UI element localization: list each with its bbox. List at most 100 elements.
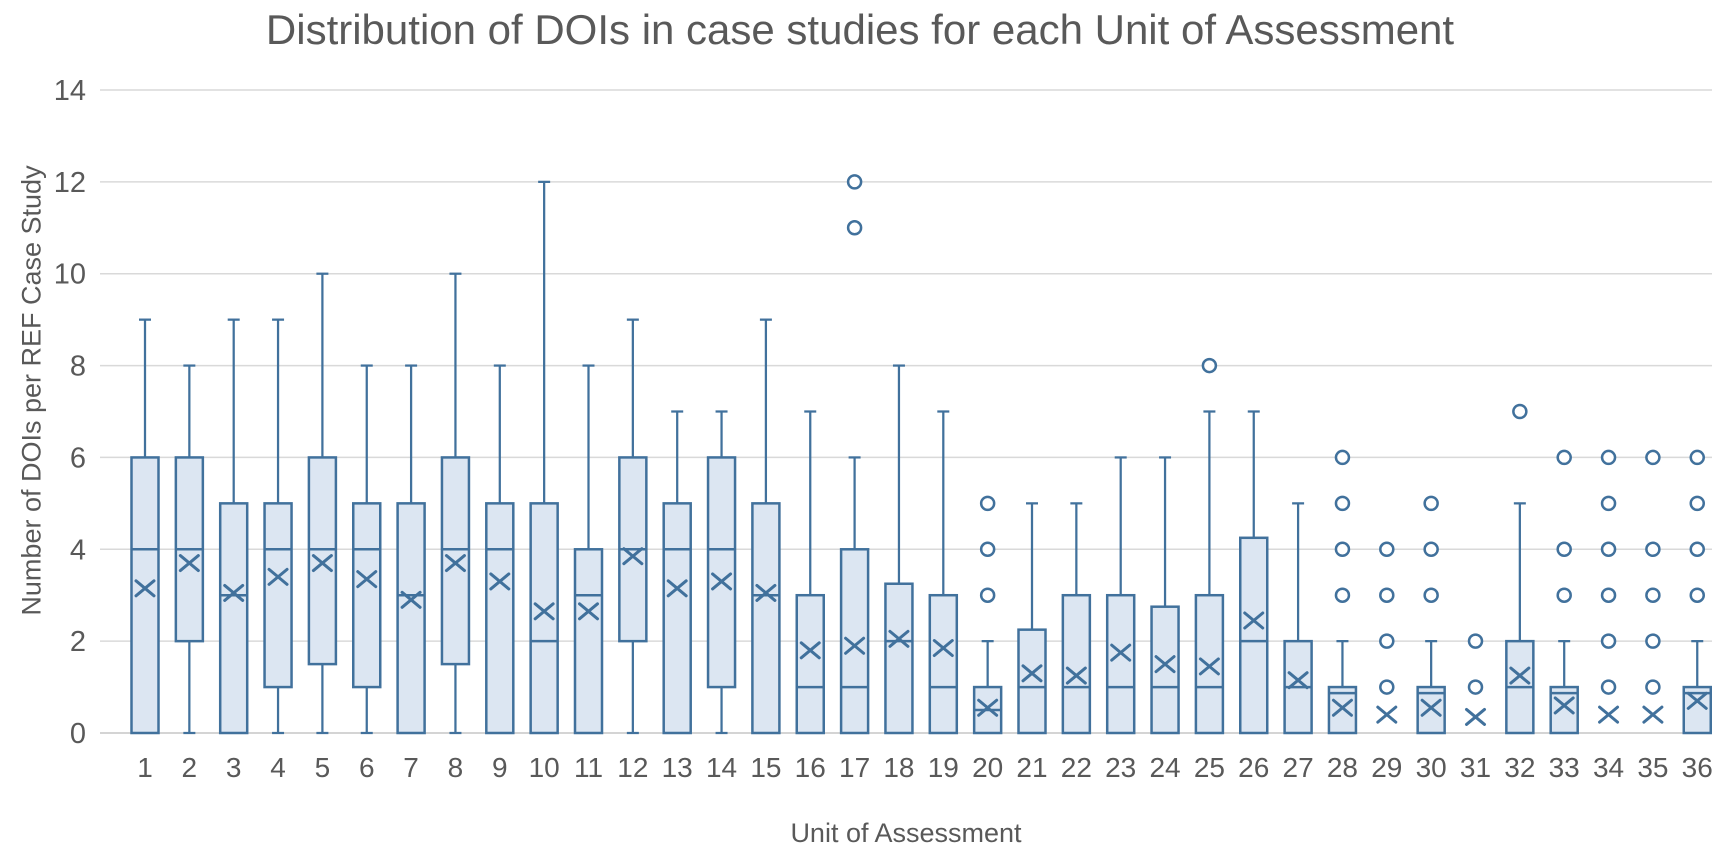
box-unit-5 [307,456,338,666]
box-unit-33 [1549,685,1579,735]
x-tick-label-8: 8 [448,752,464,783]
box-unit-4 [263,502,293,689]
x-tick-label-11: 11 [574,752,603,783]
mean-marker-unit-5 [311,554,333,573]
mean-marker-unit-24 [1154,655,1176,674]
y-axis-title: Number of DOIs per REF Case Study [16,165,47,616]
mean-marker-unit-22 [1065,666,1087,685]
outlier-unit-34-6 [1600,449,1617,466]
outlier-unit-35-6 [1645,449,1661,466]
outlier-unit-34-5 [1600,495,1617,512]
mean-marker-unit-15 [755,583,777,602]
x-tick-label-7: 7 [403,752,419,783]
x-tick-label-1: 1 [137,752,153,783]
outlier-unit-35-3 [1645,587,1661,603]
y-tick-label-6: 6 [70,442,86,474]
x-tick-label-36: 36 [1682,752,1713,783]
mean-marker-unit-7 [400,590,422,609]
outlier-unit-35-2 [1645,633,1661,649]
mean-marker-unit-12 [622,547,644,566]
x-tick-label-19: 19 [928,752,959,783]
box-unit-16 [795,593,825,735]
outlier-unit-20-4 [979,541,996,558]
box-unit-9 [485,502,515,735]
box-unit-8 [440,456,471,666]
outlier-unit-20-3 [979,587,996,603]
outlier-unit-28-6 [1334,449,1351,466]
x-tick-label-31: 31 [1460,752,1491,783]
outlier-unit-36-3 [1689,587,1705,603]
outlier-unit-36-6 [1689,449,1705,466]
mean-marker-unit-34 [1598,705,1620,724]
chart-title: Distribution of DOIs in case studies for… [265,6,1455,53]
y-tick-label-10: 10 [54,259,86,291]
x-tick-label-2: 2 [182,752,198,783]
box-unit-15 [751,502,781,735]
x-axis-title: Unit of Assessment [790,818,1022,848]
x-tick-label-30: 30 [1416,752,1447,783]
mean-marker-unit-20 [977,698,999,717]
x-tick-label-10: 10 [529,752,560,783]
x-tick-label-15: 15 [750,752,781,783]
mean-marker-unit-13 [666,579,688,598]
mean-marker-unit-4 [267,567,289,586]
outlier-unit-29-4 [1379,541,1395,558]
x-tick-label-16: 16 [795,752,826,783]
outlier-unit-28-5 [1334,495,1351,512]
box-unit-28 [1327,685,1358,735]
box-unit-25 [1194,593,1225,735]
box-unit-11 [573,548,604,735]
mean-marker-unit-14 [711,572,733,591]
mean-marker-unit-3 [223,583,245,602]
x-tick-label-33: 33 [1549,752,1580,783]
box-unit-7 [396,502,426,735]
box-unit-14 [706,456,737,689]
outlier-unit-35-4 [1645,541,1661,558]
mean-marker-unit-26 [1243,611,1265,630]
x-tick-label-9: 9 [492,752,508,783]
x-tick-label-32: 32 [1504,752,1535,783]
outlier-unit-28-4 [1334,541,1351,558]
mean-marker-unit-25 [1198,657,1220,676]
mean-marker-unit-2 [178,554,200,573]
outlier-unit-31-2 [1467,633,1484,649]
x-tick-label-26: 26 [1238,752,1269,783]
box-unit-23 [1105,593,1136,735]
x-tick-label-34: 34 [1593,752,1624,783]
mean-marker-unit-11 [578,602,599,621]
mean-marker-unit-33 [1553,696,1575,715]
mean-marker-unit-23 [1110,643,1132,662]
x-tick-label-29: 29 [1371,752,1402,783]
outlier-unit-34-3 [1600,587,1617,603]
outlier-unit-34-4 [1600,541,1617,558]
outlier-unit-36-4 [1689,541,1705,558]
mean-marker-unit-10 [533,602,555,621]
outlier-unit-32-7 [1512,403,1528,420]
box-unit-17 [839,548,870,735]
y-tick-label-14: 14 [54,75,86,107]
x-tick-label-5: 5 [315,752,331,783]
outlier-unit-35-1 [1645,679,1661,695]
outlier-unit-29-2 [1379,633,1395,649]
outlier-unit-33-4 [1556,541,1572,558]
outlier-unit-33-6 [1556,449,1572,466]
outlier-unit-34-1 [1600,679,1617,695]
mean-marker-unit-32 [1509,666,1531,685]
x-tick-label-13: 13 [662,752,693,783]
mean-marker-unit-28 [1331,698,1353,717]
x-tick-label-24: 24 [1149,752,1180,783]
box-unit-24 [1150,605,1180,735]
mean-marker-unit-29 [1376,705,1398,724]
box-unit-6 [352,502,382,689]
outlier-unit-30-5 [1423,495,1439,512]
box-unit-26 [1239,536,1269,735]
x-tick-label-17: 17 [839,752,870,783]
outlier-unit-17-11 [846,220,863,236]
outlier-unit-36-5 [1689,495,1705,512]
y-tick-label-12: 12 [54,167,86,199]
box-unit-19 [928,593,959,735]
x-tick-label-18: 18 [883,752,914,783]
x-tick-label-35: 35 [1637,752,1668,783]
